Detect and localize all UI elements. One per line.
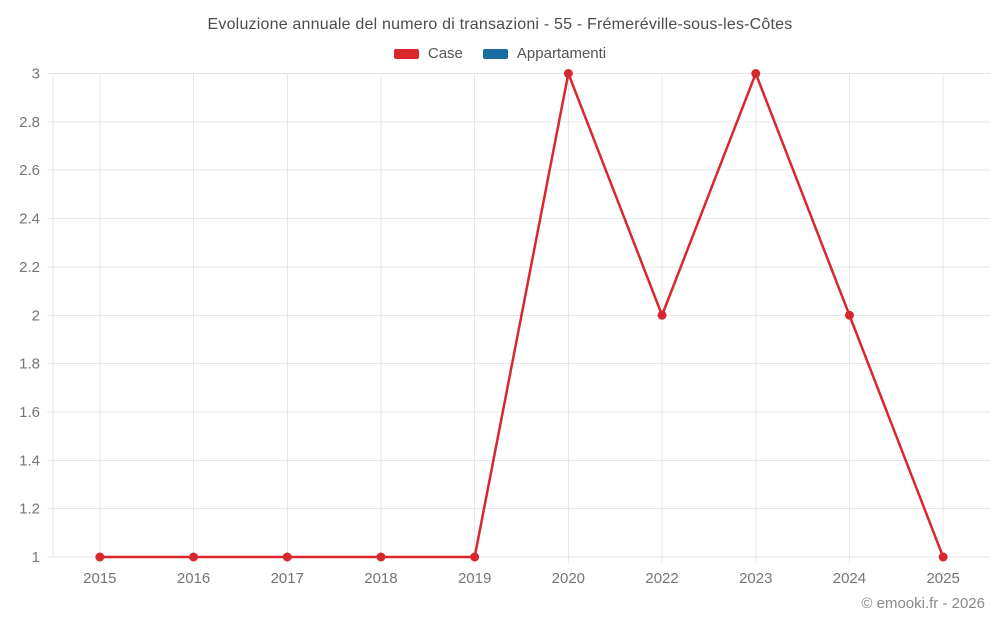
data-point-case-2022[interactable] <box>657 310 667 320</box>
legend-label-case: Case <box>427 45 463 62</box>
data-point-case-2024[interactable] <box>844 310 854 320</box>
x-tick-label: 2020 <box>552 570 585 587</box>
data-point-case-2018[interactable] <box>376 552 386 562</box>
data-point-case-2023[interactable] <box>751 69 761 78</box>
x-tick-label: 2025 <box>926 570 959 587</box>
y-tick-label: 2.6 <box>19 162 40 179</box>
legend: Case Appartamenti <box>0 45 1000 62</box>
series-line-case <box>98 72 945 559</box>
legend-item-case[interactable]: Case <box>393 45 463 62</box>
data-point-case-2019[interactable] <box>470 552 480 562</box>
legend-swatch-appartamenti <box>482 48 508 59</box>
x-tick-label: 2023 <box>739 570 772 587</box>
x-tick-label: 2022 <box>645 570 678 587</box>
series-case <box>95 69 948 562</box>
y-tick-label: 2.2 <box>19 259 40 276</box>
data-point-case-2015[interactable] <box>95 552 105 562</box>
x-tick-label: 2024 <box>833 570 866 587</box>
data-point-case-2016[interactable] <box>189 552 199 562</box>
y-tick-label: 1 <box>32 549 40 566</box>
y-tick-label: 1.8 <box>19 356 40 373</box>
chart-title: Evoluzione annuale del numero di transaz… <box>207 16 793 33</box>
x-tick-label: 2017 <box>271 570 304 587</box>
y-axis-labels: 1 1.2 1.4 1.6 1.8 2 2.2 2.4 2.6 2.8 3 <box>19 66 40 567</box>
x-tick-label: 2015 <box>83 570 116 587</box>
data-point-case-2017[interactable] <box>282 552 292 562</box>
x-tick-label: 2016 <box>177 570 210 587</box>
copyright-credit: © emooki.fr - 2026 <box>861 595 985 612</box>
x-tick-label: 2019 <box>458 570 491 587</box>
legend-item-appartamenti[interactable]: Appartamenti <box>482 45 607 62</box>
legend-swatch-case <box>393 48 419 59</box>
x-axis-labels: 2015 2016 2017 2018 2019 2020 2022 2023 2024 2025 <box>83 570 960 587</box>
data-point-case-2020[interactable] <box>563 69 573 78</box>
y-tick-label: 2.4 <box>19 211 40 228</box>
legend-label-appartamenti: Appartamenti <box>516 45 607 62</box>
y-tick-label: 3 <box>32 66 40 83</box>
y-tick-label: 2.8 <box>19 114 40 131</box>
gridlines <box>47 73 990 563</box>
y-tick-label: 1.4 <box>19 452 40 469</box>
y-tick-label: 2 <box>32 307 40 324</box>
y-tick-label: 1.2 <box>19 501 40 518</box>
data-point-case-2025[interactable] <box>938 552 948 562</box>
x-tick-label: 2018 <box>364 570 397 587</box>
y-tick-label: 1.6 <box>19 404 40 421</box>
